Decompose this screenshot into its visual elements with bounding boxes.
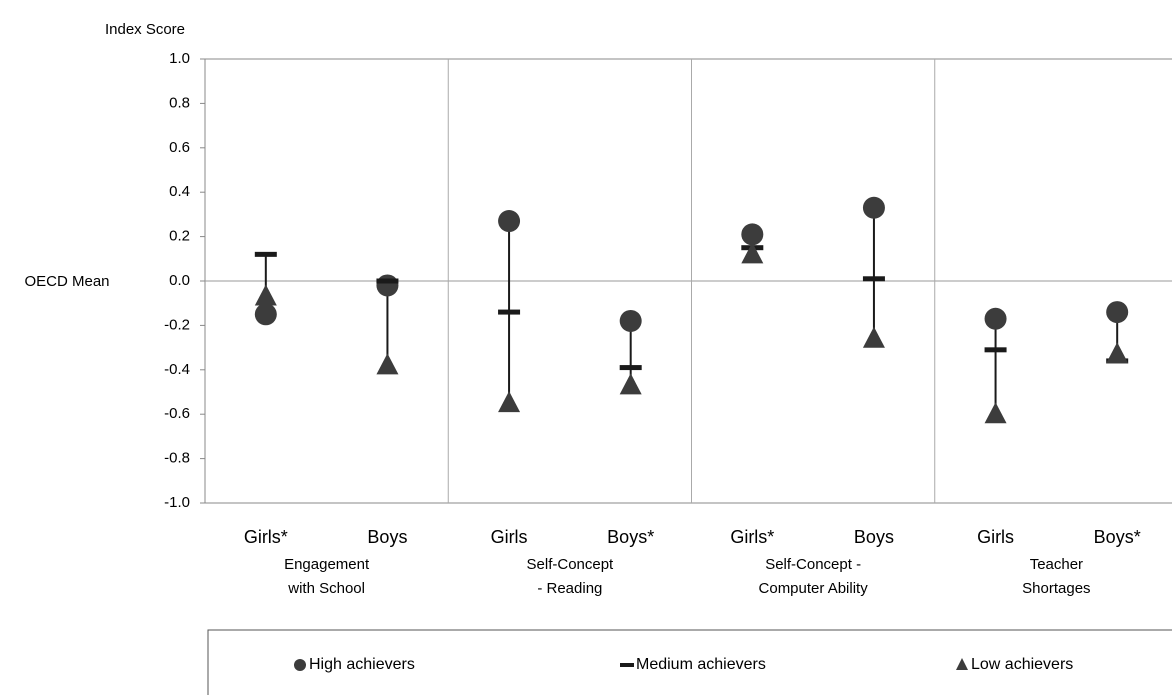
data-point: [619, 373, 642, 395]
y-tick-label: 0.8: [169, 94, 190, 111]
group-label: Engagement: [284, 556, 370, 573]
data-point: [1106, 301, 1129, 324]
data-point: [619, 309, 642, 332]
x-tick-label: Girls*: [730, 527, 774, 547]
group-label: Teacher: [1030, 556, 1083, 573]
legend-marker: [620, 663, 634, 667]
group-label: Self-Concept: [527, 556, 615, 573]
group-label: Shortages: [1022, 580, 1090, 597]
group-label: Self-Concept -: [765, 556, 861, 573]
data-point: [376, 274, 399, 297]
x-tick-label: Girls: [977, 527, 1014, 547]
data-point: [984, 402, 1007, 424]
group-label: Computer Ability: [759, 580, 869, 597]
data-point: [741, 242, 764, 264]
y-tick-label: -1.0: [164, 494, 190, 511]
legend-marker: [956, 658, 968, 670]
data-point: [498, 210, 521, 233]
legend-label: High achievers: [309, 656, 415, 673]
x-tick-label: Boys*: [1094, 527, 1141, 547]
data-point: [862, 276, 885, 282]
x-tick-label: Boys*: [607, 527, 654, 547]
group-label: - Reading: [537, 580, 602, 597]
data-point: [376, 278, 399, 284]
x-tick-label: Boys: [854, 527, 894, 547]
y-tick-label: 0.0: [169, 272, 190, 289]
data-point: [619, 365, 642, 371]
data-point: [741, 223, 764, 246]
legend-label: Low achievers: [971, 656, 1073, 673]
data-point: [376, 353, 399, 375]
legend-label: Medium achievers: [636, 656, 766, 673]
y-tick-label: 0.2: [169, 228, 190, 245]
x-tick-label: Girls*: [244, 527, 288, 547]
y-tick-label: -0.6: [164, 405, 190, 422]
x-tick-label: Girls: [491, 527, 528, 547]
data-point: [254, 303, 277, 326]
data-point: [254, 251, 277, 257]
y-tick-label: 0.6: [169, 139, 190, 156]
legend-marker: [294, 659, 306, 671]
data-point: [862, 326, 885, 348]
data-point: [498, 391, 521, 413]
reference-label: OECD Mean: [24, 273, 109, 290]
y-tick-label: -0.2: [164, 316, 190, 333]
y-tick-label: 0.4: [169, 183, 190, 200]
data-point: [862, 196, 885, 219]
data-point: [1106, 342, 1129, 364]
data-point: [984, 307, 1007, 330]
y-tick-label: -0.4: [164, 361, 190, 378]
y-tick-label: -0.8: [164, 450, 190, 467]
y-axis-title: Index Score: [105, 21, 185, 38]
data-point: [254, 284, 277, 306]
data-point: [984, 347, 1007, 353]
group-label: with School: [287, 580, 365, 597]
y-tick-label: 1.0: [169, 50, 190, 67]
legend-box: [207, 629, 1172, 695]
data-point: [498, 309, 521, 315]
x-tick-label: Boys: [367, 527, 407, 547]
